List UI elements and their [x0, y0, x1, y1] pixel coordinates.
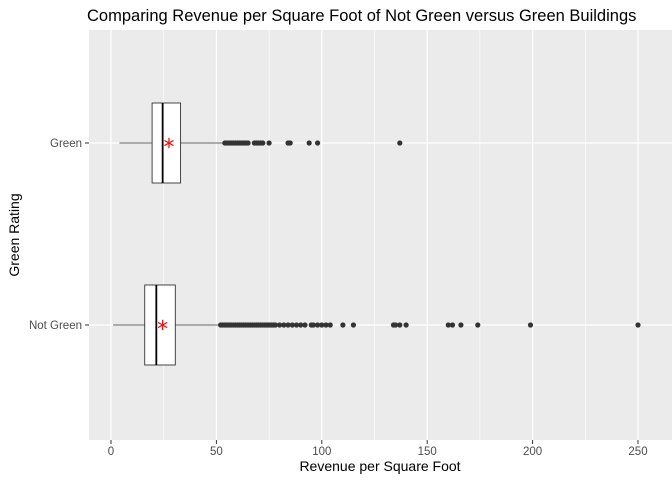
outlier-point — [314, 140, 321, 146]
outlier-point — [397, 140, 403, 146]
x-tick-label: 100 — [312, 446, 331, 458]
y-tick-label: Green — [50, 138, 82, 150]
outlier-point — [293, 322, 300, 328]
outlier-point — [314, 322, 321, 328]
x-tick-label: 250 — [628, 446, 647, 458]
x-axis-title: Revenue per Square Foot — [299, 458, 460, 474]
outlier-point — [306, 140, 312, 146]
outlier-point — [397, 322, 403, 328]
mean-marker-green — [164, 137, 174, 149]
x-axis-ticks: 0 50 100 150 200 250 — [108, 440, 648, 458]
outlier-point — [302, 322, 308, 328]
box-green — [151, 102, 182, 184]
outlier-point — [266, 140, 272, 146]
outlier-point — [281, 322, 287, 328]
x-tick-label: 150 — [418, 446, 437, 458]
outlier-point — [319, 322, 325, 328]
mean-marker-not-green — [157, 319, 168, 331]
outlier-point — [403, 322, 409, 328]
mean-stroke — [157, 321, 168, 329]
outlier-point — [272, 322, 279, 328]
outlier-point — [449, 322, 456, 328]
box-not-green — [144, 284, 176, 366]
outlier-point — [310, 322, 316, 328]
outlier-point — [635, 322, 641, 328]
outlier-point — [323, 322, 329, 328]
plot-panel — [89, 30, 672, 440]
outlier-point — [277, 322, 283, 328]
outlier-point — [327, 322, 333, 328]
outlier-point — [340, 322, 346, 328]
outlier-point — [458, 322, 464, 328]
x-tick-label: 200 — [523, 446, 542, 458]
outlier-point — [298, 322, 304, 328]
outlier-point — [350, 322, 357, 328]
outlier-point — [475, 322, 481, 328]
x-tick-label: 0 — [108, 446, 114, 458]
y-tick-label: Not Green — [29, 320, 82, 332]
outlier-point — [285, 322, 291, 328]
box-group — [113, 102, 641, 366]
outlier-point — [289, 322, 295, 328]
outlier-point — [527, 322, 534, 328]
outlier-point — [287, 140, 293, 146]
y-axis-ticks: Green Not Green — [29, 138, 89, 332]
mean-stroke — [164, 139, 174, 147]
outlier-point — [445, 322, 451, 328]
outlier-point — [245, 140, 251, 146]
outlier-point — [260, 140, 266, 146]
chart-title: Comparing Revenue per Square Foot of Not… — [87, 7, 636, 25]
x-tick-label: 50 — [210, 446, 223, 458]
y-axis-title: Green Rating — [6, 193, 22, 276]
outlier-point — [392, 322, 399, 328]
